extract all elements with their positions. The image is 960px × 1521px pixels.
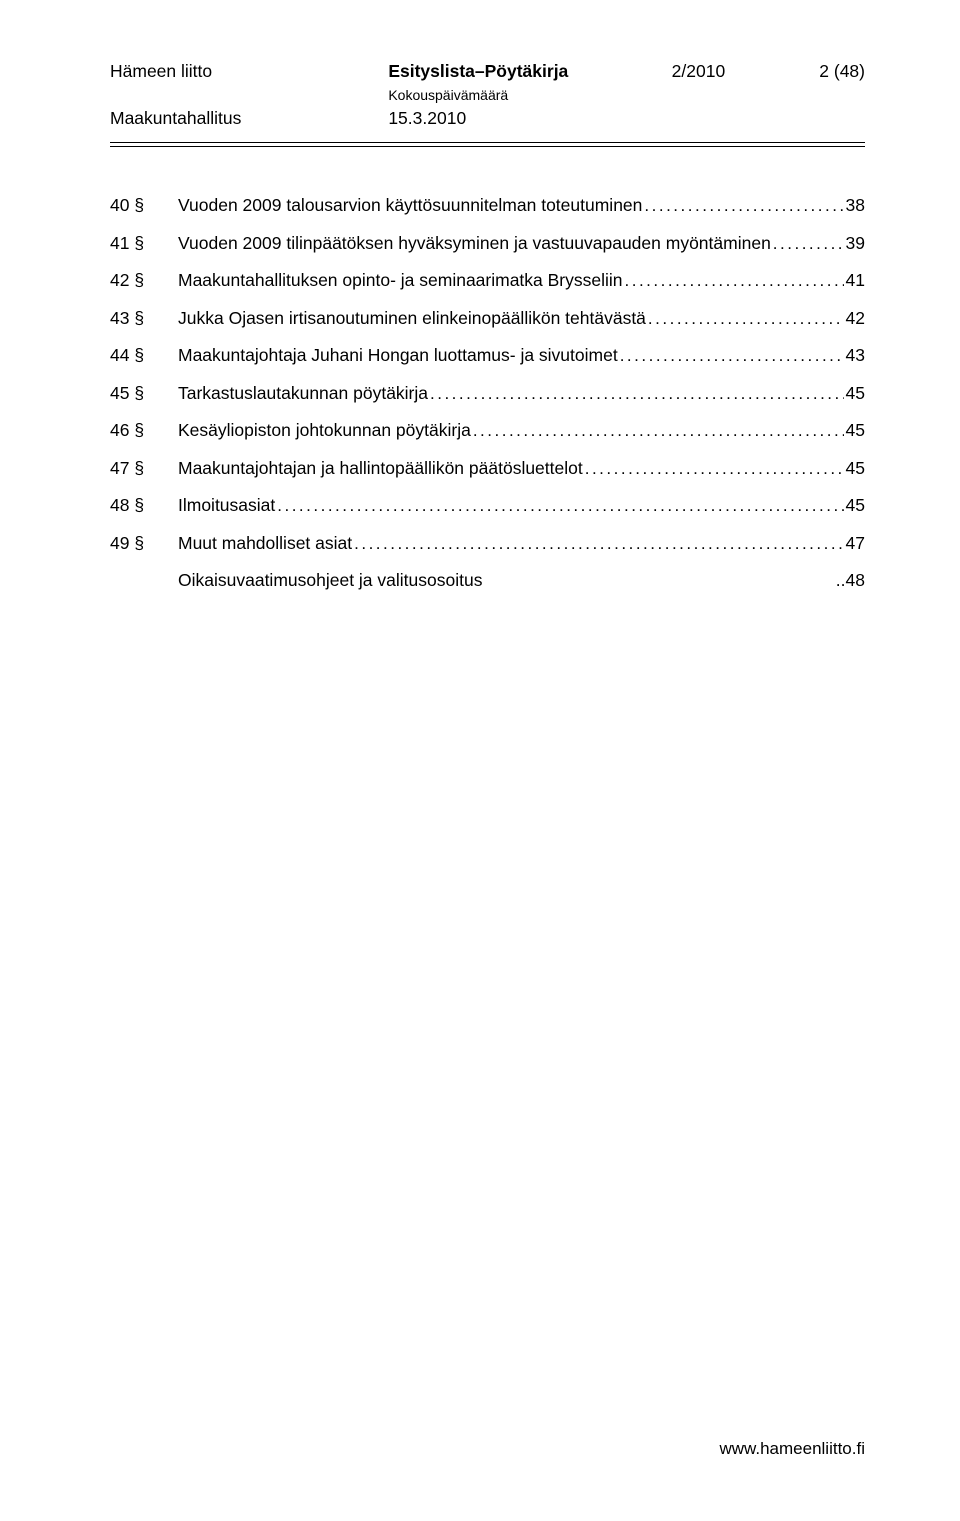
page: Hämeen liitto Esityslista–Pöytäkirja 2/2… xyxy=(0,0,960,1521)
toc-row: Oikaisuvaatimusohjeet ja valitusosoitus.… xyxy=(110,572,865,590)
divider-bottom xyxy=(110,146,865,147)
toc-row: 47 §Maakuntajohtajan ja hallintopäällikö… xyxy=(110,460,865,478)
toc-title: Maakuntahallituksen opinto- ja seminaari… xyxy=(178,272,623,290)
toc-section-number: 44 § xyxy=(110,347,178,365)
header-row-2: Kokouspäivämäärä xyxy=(110,86,865,105)
toc-leader: ........................................… xyxy=(471,422,844,439)
toc-title: Jukka Ojasen irtisanoutuminen elinkeinop… xyxy=(178,310,646,328)
toc-row: 43 §Jukka Ojasen irtisanoutuminen elinke… xyxy=(110,310,865,328)
toc-leader: ........................................… xyxy=(618,347,844,364)
toc-page-number: 45 xyxy=(844,460,865,478)
toc-leader: ........................................… xyxy=(771,235,844,252)
page-of: 2 (48) xyxy=(795,60,865,84)
toc-leader: ........................................… xyxy=(646,310,844,327)
toc-row: 48 §Ilmoitusasiat.......................… xyxy=(110,497,865,515)
toc-section-number: 46 § xyxy=(110,422,178,440)
spacer xyxy=(795,86,865,105)
footer-url: www.hameenliitto.fi xyxy=(719,1439,865,1459)
toc-page-number: 42 xyxy=(844,310,865,328)
issue: 2/2010 xyxy=(672,60,762,84)
toc-row: 46 §Kesäyliopiston johtokunnan pöytäkirj… xyxy=(110,422,865,440)
committee: Maakuntahallitus xyxy=(110,107,355,131)
toc-page-number: 41 xyxy=(844,272,865,290)
spacer xyxy=(110,86,355,105)
toc-section-number: 42 § xyxy=(110,272,178,290)
toc-page-number: 45 xyxy=(844,385,865,403)
toc-title: Maakuntajohtaja Juhani Hongan luottamus-… xyxy=(178,347,618,365)
header-row-1: Hämeen liitto Esityslista–Pöytäkirja 2/2… xyxy=(110,60,865,84)
toc-title: Muut mahdolliset asiat xyxy=(178,535,352,553)
table-of-contents: 40 §Vuoden 2009 talousarvion käyttösuunn… xyxy=(110,197,865,590)
toc-leader: ........................................… xyxy=(642,197,843,214)
divider-top xyxy=(110,142,865,143)
toc-title: Vuoden 2009 talousarvion käyttösuunnitel… xyxy=(178,197,642,215)
toc-title: Vuoden 2009 tilinpäätöksen hyväksyminen … xyxy=(178,235,771,253)
toc-leader: ........................................… xyxy=(428,385,844,402)
org-name: Hämeen liitto xyxy=(110,60,355,84)
toc-row: 42 §Maakuntahallituksen opinto- ja semin… xyxy=(110,272,865,290)
toc-section-number: 49 § xyxy=(110,535,178,553)
toc-leader: ........................................… xyxy=(275,497,843,514)
toc-row: 49 §Muut mahdolliset asiat..............… xyxy=(110,535,865,553)
toc-leader: ........................................… xyxy=(623,272,844,289)
toc-page-number: 39 xyxy=(844,235,865,253)
toc-page-number: 47 xyxy=(844,535,865,553)
toc-page-number: 45 xyxy=(844,422,865,440)
doc-title: Esityslista–Pöytäkirja xyxy=(388,60,638,84)
toc-section-number: 47 § xyxy=(110,460,178,478)
spacer xyxy=(672,107,762,131)
toc-section-number: 41 § xyxy=(110,235,178,253)
toc-page-number: 45 xyxy=(844,497,865,515)
toc-section-number: 43 § xyxy=(110,310,178,328)
toc-title: Kesäyliopiston johtokunnan pöytäkirja xyxy=(178,422,471,440)
toc-section-number: 40 § xyxy=(110,197,178,215)
toc-title: Maakuntajohtajan ja hallintopäällikön pä… xyxy=(178,460,583,478)
toc-leader: ........................................… xyxy=(352,535,843,552)
toc-title: Tarkastuslautakunnan pöytäkirja xyxy=(178,385,428,403)
toc-row: 44 §Maakuntajohtaja Juhani Hongan luotta… xyxy=(110,347,865,365)
spacer xyxy=(672,86,762,105)
toc-page-number: 43 xyxy=(844,347,865,365)
toc-leader: ........................................… xyxy=(583,460,844,477)
toc-row: 40 §Vuoden 2009 talousarvion käyttösuunn… xyxy=(110,197,865,215)
toc-section-number: 48 § xyxy=(110,497,178,515)
meeting-date: 15.3.2010 xyxy=(388,107,638,131)
spacer xyxy=(795,107,865,131)
toc-section-number: 45 § xyxy=(110,385,178,403)
toc-page-number: ..48 xyxy=(834,572,865,590)
toc-title: Ilmoitusasiat xyxy=(178,497,275,515)
subhead: Kokouspäivämäärä xyxy=(388,86,638,105)
header-row-3: Maakuntahallitus 15.3.2010 xyxy=(110,107,865,131)
toc-row: 41 §Vuoden 2009 tilinpäätöksen hyväksymi… xyxy=(110,235,865,253)
toc-page-number: 38 xyxy=(844,197,865,215)
toc-title: Oikaisuvaatimusohjeet ja valitusosoitus xyxy=(178,572,482,590)
toc-row: 45 §Tarkastuslautakunnan pöytäkirja.....… xyxy=(110,385,865,403)
